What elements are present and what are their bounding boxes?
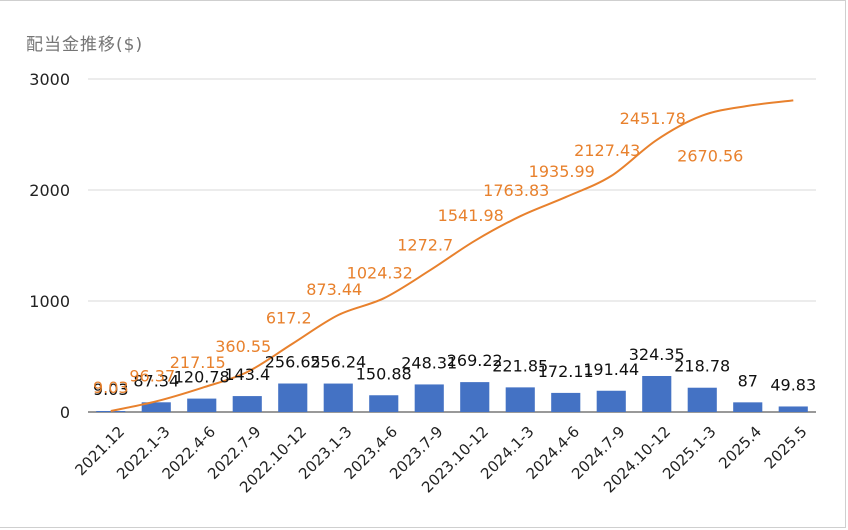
bar-series [96,375,808,412]
bar-data-label: 256.24 [310,353,366,372]
line-data-label: 2451.78 [620,109,686,128]
y-axis-ticks: 0 1000 2000 3000 [29,70,70,422]
line-data-label: 617.2 [266,308,312,327]
bar-data-label: 191.44 [583,360,639,379]
bar [460,382,490,412]
x-tick-label: 2025.4 [715,423,765,473]
line-data-label: 1272.7 [397,236,453,255]
bar [596,390,626,412]
line-data-label: 2127.43 [574,141,640,160]
line-data-label: 873.44 [306,280,362,299]
line-data-label: 1763.83 [483,181,549,200]
bar-data-label: 172.11 [538,362,594,381]
bar-data-label: 49.83 [770,375,816,394]
gridlines [88,78,816,413]
bar [733,402,763,412]
bar [369,395,399,412]
bar-data-label: 143.4 [224,365,270,384]
y-tick-label: 0 [60,403,70,422]
chart-title: 配当金推移($) [26,35,144,55]
bar [687,387,717,412]
bar-data-label: 87.34 [133,371,179,390]
bar-data-label: 218.78 [674,357,730,376]
line-data-label: 9.03 [93,378,129,397]
bar-data-label: 324.35 [629,345,685,364]
bar [232,396,262,412]
bar-data-label: 269.22 [447,351,503,370]
bar-data-label: 120.78 [174,368,230,387]
x-axis-ticks: 2021.122022.1-32022.4-62022.7-92022.10-1… [71,423,810,497]
line-data-label: 1935.99 [529,162,595,181]
bar-data-label: 248.31 [401,353,457,372]
bar [505,387,535,412]
bar [141,402,171,412]
bar [778,406,808,412]
bar-data-label: 256.65 [265,353,321,372]
bar [278,383,308,412]
bar-data-label: 9.03 [93,380,129,399]
cumulative-line [110,99,794,412]
line-data-label: 360.55 [215,337,271,356]
bar [642,375,672,412]
y-tick-label: 2000 [29,181,70,200]
bar [414,384,444,412]
bar-data-label: 221.85 [492,356,548,375]
bar-data-labels: 9.03 87.34120.78143.4256.65256.24150.8824… [93,345,816,399]
line-data-label: 1541.98 [438,206,504,225]
bar-data-label: 150.88 [356,364,412,383]
line-data-label: 96.37 [129,366,175,385]
x-tick-label: 2025.5 [761,423,811,473]
bar [551,392,581,412]
line-data-label: 217.15 [170,353,226,372]
y-tick-label: 1000 [29,292,70,311]
line-data-label: 1024.32 [347,263,413,282]
bar [323,383,353,412]
line-series [110,99,794,412]
bar [187,398,217,412]
bar [96,410,126,412]
line-data-label: 2670.56 [677,147,743,166]
y-tick-label: 3000 [29,70,70,89]
bar-data-label: 87 [738,371,758,390]
